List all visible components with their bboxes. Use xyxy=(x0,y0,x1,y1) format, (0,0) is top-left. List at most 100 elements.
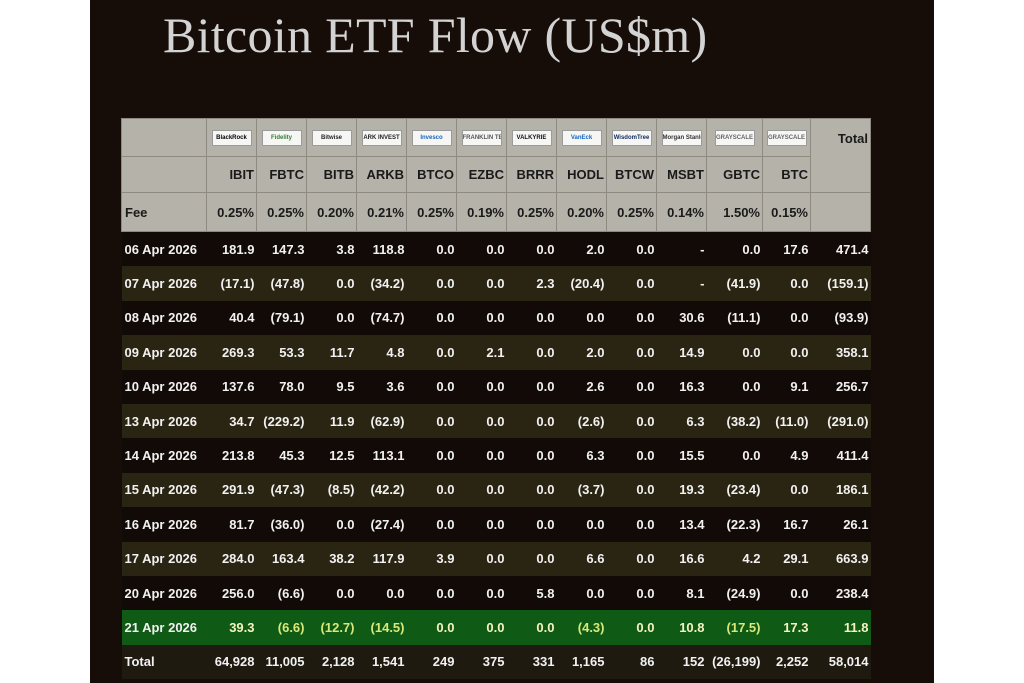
table-row: 20 Apr 2026 256.0 (6.6) 0.0 0.0 0.0 0.0 5.8 0.0 0… xyxy=(121,575,871,611)
flow-cell: 0.0 xyxy=(706,438,763,473)
total-cell: 64,928 xyxy=(206,644,257,679)
fund-ticker: GBTC xyxy=(706,156,763,193)
flow-cell: 0.0 xyxy=(606,610,657,645)
flow-cell: 0.0 xyxy=(406,507,457,542)
flow-cell: 5.8 xyxy=(506,575,557,611)
table-row: 17 Apr 2026 284.0 163.4 38.2 117.9 3.9 0.0 0.0 6… xyxy=(121,541,871,576)
flow-cell: (47.3) xyxy=(256,472,307,508)
flow-cell: (229.2) xyxy=(256,403,307,439)
flow-cell: 4.9 xyxy=(762,438,811,473)
total-cell: (26,199) xyxy=(706,644,763,679)
flow-cell: 16.7 xyxy=(762,507,811,542)
row-date: 07 Apr 2026 xyxy=(121,266,207,301)
flow-cell: 40.4 xyxy=(206,300,257,336)
flow-cell: 78.0 xyxy=(256,369,307,404)
flow-cell: 0.0 xyxy=(456,438,507,473)
fund-fee: 0.20% xyxy=(556,192,607,232)
fund-fee: 0.14% xyxy=(656,192,707,232)
fund-logo-icon: VanEck xyxy=(561,129,602,146)
flow-cell: 4.8 xyxy=(356,335,407,370)
fund-logo-cell: GRAYSCALE xyxy=(762,118,811,157)
flow-cell: 0.0 xyxy=(456,472,507,508)
fund-logo-icon: Bitwise xyxy=(311,129,352,146)
flow-cell: 9.5 xyxy=(306,369,357,404)
flow-cell: 0.0 xyxy=(406,369,457,404)
flow-cell: 291.9 xyxy=(206,472,257,508)
fee-total-blank xyxy=(810,192,871,232)
flow-cell: 0.0 xyxy=(456,507,507,542)
flow-cell: (17.5) xyxy=(706,610,763,645)
flow-cell: 0.0 xyxy=(356,575,407,611)
table-row: 15 Apr 2026 291.9 (47.3) (8.5) (42.2) 0.0 0.0 0… xyxy=(121,472,871,508)
flow-cell: 16.3 xyxy=(656,369,707,404)
flow-cell: 17.6 xyxy=(762,231,811,267)
flow-cell: 0.0 xyxy=(506,507,557,542)
fund-logo-cell: VanEck xyxy=(556,118,607,157)
fund-ticker: FBTC xyxy=(256,156,307,193)
fund-ticker: ARKB xyxy=(356,156,407,193)
flow-cell: 0.0 xyxy=(556,575,607,611)
fund-logo-cell: FRANKLIN TEMPLETON xyxy=(456,118,507,157)
etf-flow-table: BlackRock Fidelity Bitwise ARK INVEST Invesc… xyxy=(121,118,871,679)
flow-cell: 0.0 xyxy=(606,266,657,301)
flow-cell: 38.2 xyxy=(306,541,357,576)
flow-cell: (79.1) xyxy=(256,300,307,336)
fund-logo-icon: FRANKLIN TEMPLETON xyxy=(461,129,502,146)
flow-cell: 3.9 xyxy=(406,541,457,576)
flow-cell: 15.5 xyxy=(656,438,707,473)
fund-ticker: BTC xyxy=(762,156,811,193)
fund-logo-cell: Fidelity xyxy=(256,118,307,157)
flow-cell: 181.9 xyxy=(206,231,257,267)
flow-cell: 0.0 xyxy=(456,541,507,576)
flow-cell: 0.0 xyxy=(706,335,763,370)
ticker-row-label xyxy=(121,156,207,193)
flow-cell: 0.0 xyxy=(506,335,557,370)
fund-logo-icon: BlackRock xyxy=(211,129,252,146)
fund-ticker: BITB xyxy=(306,156,357,193)
flow-cell: 0.0 xyxy=(606,575,657,611)
row-total-cell: 11.8 xyxy=(810,610,871,645)
flow-cell: 39.3 xyxy=(206,610,257,645)
flow-cell: 0.0 xyxy=(606,403,657,439)
total-cell: 2,252 xyxy=(762,644,811,679)
flow-cell: (23.4) xyxy=(706,472,763,508)
flow-cell: 4.2 xyxy=(706,541,763,576)
fund-logo-cell: ARK INVEST xyxy=(356,118,407,157)
fund-fee: 1.50% xyxy=(706,192,763,232)
flow-cell: 8.1 xyxy=(656,575,707,611)
logo-row: BlackRock Fidelity Bitwise ARK INVEST Invesc… xyxy=(121,118,871,193)
flow-cell: (47.8) xyxy=(256,266,307,301)
flow-cell: 2.6 xyxy=(556,369,607,404)
row-date: 08 Apr 2026 xyxy=(121,300,207,336)
fund-fee: 0.15% xyxy=(762,192,811,232)
fund-fee: 0.19% xyxy=(456,192,507,232)
flow-cell: 0.0 xyxy=(406,438,457,473)
flow-cell: (17.1) xyxy=(206,266,257,301)
row-total-cell: 238.4 xyxy=(810,575,871,611)
flow-cell: - xyxy=(656,266,707,301)
flow-cell: (36.0) xyxy=(256,507,307,542)
flow-cell: 0.0 xyxy=(606,369,657,404)
flow-cell: 34.7 xyxy=(206,403,257,439)
flow-cell: 2.0 xyxy=(556,231,607,267)
fund-fee: 0.25% xyxy=(606,192,657,232)
fund-logo-icon: Morgan Stanley xyxy=(661,129,702,146)
fund-ticker: IBIT xyxy=(206,156,257,193)
fund-logo-icon: Invesco xyxy=(411,129,452,146)
fund-logo-icon: WisdomTree xyxy=(611,129,652,146)
flow-cell: 30.6 xyxy=(656,300,707,336)
row-total-cell: 411.4 xyxy=(810,438,871,473)
flow-cell: - xyxy=(656,231,707,267)
flow-cell: 117.9 xyxy=(356,541,407,576)
page-title: Bitcoin ETF Flow (US$m) xyxy=(163,7,708,63)
totals-row: Total 64,928 11,005 2,128 1,541 249 375 331 1,16… xyxy=(121,644,871,679)
total-cell: 331 xyxy=(506,644,557,679)
fund-logo-icon: VALKYRIE xyxy=(511,129,552,146)
flow-cell: 19.3 xyxy=(656,472,707,508)
flow-cell: 0.0 xyxy=(606,335,657,370)
flow-cell: 0.0 xyxy=(406,610,457,645)
flow-cell: 0.0 xyxy=(406,266,457,301)
flow-cell: 256.0 xyxy=(206,575,257,611)
flow-cell: 0.0 xyxy=(762,472,811,508)
flow-cell: 0.0 xyxy=(762,575,811,611)
